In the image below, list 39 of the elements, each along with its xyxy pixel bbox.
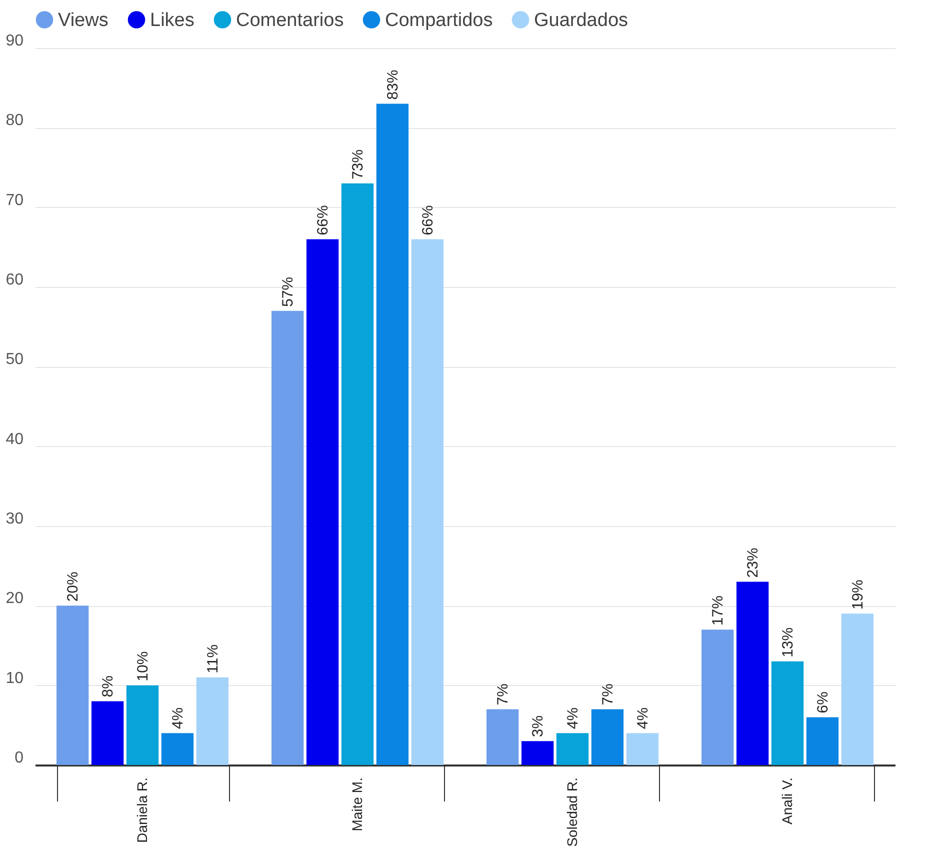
y-tick-label: 30	[6, 510, 24, 528]
legend-label: Views	[58, 10, 108, 31]
data-label: 3%	[530, 715, 547, 738]
data-label: 17%	[710, 596, 727, 626]
data-label: 11%	[204, 644, 222, 674]
legend-label: Comentarios	[236, 10, 344, 31]
y-tick-label: 70	[6, 192, 24, 209]
y-tick-label: 0	[14, 750, 24, 766]
y-tick-label: 50	[6, 351, 24, 368]
data-label: 8%	[100, 676, 117, 698]
y-tick-label: 90	[6, 32, 24, 50]
data-label: 7%	[494, 684, 512, 706]
data-label: 20%	[64, 572, 82, 602]
y-tick-label: 40	[6, 430, 24, 448]
x-tick-label: Anali V.	[779, 778, 795, 824]
data-label: 10%	[134, 651, 152, 682]
data-label: 6%	[814, 692, 832, 714]
y-tick-label: 80	[6, 112, 24, 130]
data-label: 4%	[169, 707, 186, 730]
data-label: 23%	[744, 548, 762, 578]
data-label: 7%	[599, 684, 616, 706]
x-tick-label: Maite M.	[349, 778, 365, 832]
data-label: 13%	[780, 627, 796, 658]
data-label: 66%	[419, 205, 436, 236]
y-tick-label: 10	[6, 670, 24, 687]
x-tick-label: Daniela R.	[134, 778, 150, 843]
data-label: 66%	[314, 205, 332, 236]
data-label: 4%	[634, 707, 652, 730]
data-label: 73%	[350, 149, 366, 180]
y-tick-label: 60	[6, 272, 24, 288]
data-label: 19%	[849, 580, 866, 610]
data-label: 4%	[564, 707, 582, 730]
legend-label: Guardados	[534, 10, 628, 31]
legend-label: Likes	[150, 10, 194, 31]
legend-label: Compartidos	[385, 10, 493, 31]
data-label: 83%	[384, 70, 402, 100]
data-label: 57%	[280, 276, 297, 307]
y-tick-label: 20	[6, 590, 24, 608]
x-tick-label: Soledad R.	[564, 778, 580, 847]
